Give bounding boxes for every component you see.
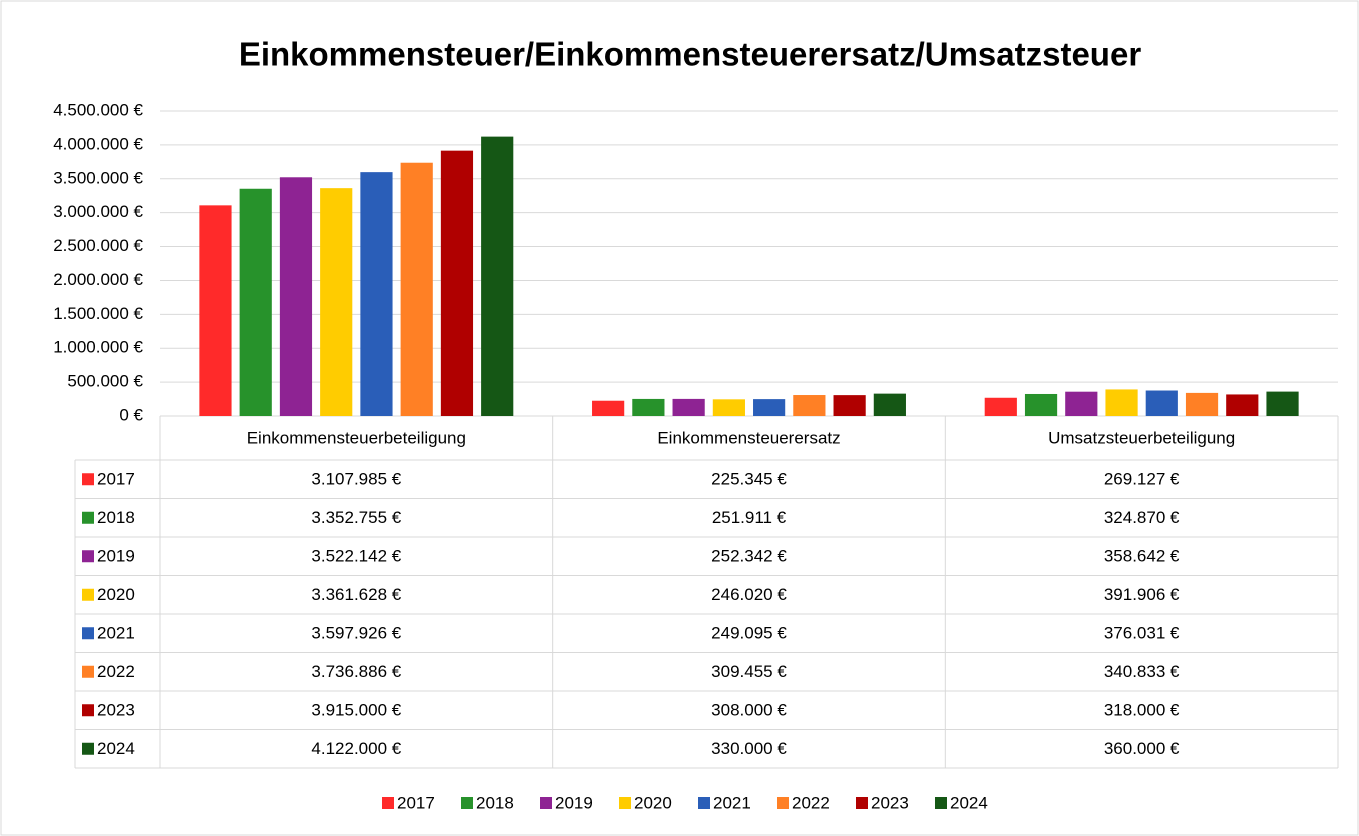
table-row-label: 2018 [97,508,135,527]
table-row-label: 2022 [97,662,135,681]
y-tick-label: 2.500.000 € [53,236,143,255]
table-legend-key [82,588,94,601]
table-cell: 246.020 € [711,585,787,604]
bar [984,397,1017,416]
legend-key [856,797,868,809]
table-cell: 4.122.000 € [311,739,401,758]
table-legend-key [82,627,94,640]
bar [199,205,232,416]
table-cell: 3.352.755 € [311,508,401,527]
bar [481,136,514,416]
table-cell: 309.455 € [711,662,787,681]
bar [1185,392,1219,416]
legend-key [540,797,552,809]
y-tick-label: 1.500.000 € [53,304,143,323]
table-cell: 376.031 € [1104,624,1180,643]
bar [1105,389,1138,416]
bar [1226,394,1259,416]
legend-label: 2021 [713,793,751,812]
table-cell: 225.345 € [711,470,787,489]
table-row-label: 2017 [97,470,135,489]
bar [320,188,353,416]
y-tick-label: 3.500.000 € [53,168,143,187]
legend-label: 2024 [950,793,988,812]
legend-key [461,797,473,809]
bar [712,399,745,416]
legend-label: 2020 [634,793,672,812]
y-tick-label: 2.000.000 € [53,270,143,289]
table-cell: 340.833 € [1104,662,1180,681]
table-cell: 324.870 € [1104,508,1180,527]
x-tick-label: Umsatzsteuerbeteiligung [1048,428,1235,447]
bar [1024,393,1058,416]
table-cell: 308.000 € [711,701,787,720]
table-row-label: 2024 [97,739,135,758]
bar [592,400,625,416]
bar [793,395,826,416]
x-tick-label: Einkommensteuerersatz [657,428,840,447]
y-tick-label: 3.000.000 € [53,202,143,221]
legend-label: 2019 [555,793,593,812]
bar [873,393,906,416]
table-legend-key [82,511,94,524]
table-cell: 3.361.628 € [311,585,401,604]
table-cell: 3.736.886 € [311,662,401,681]
x-tick-label: Einkommensteuerbeteiligung [247,428,466,447]
y-tick-label: 4.500.000 € [53,100,143,119]
legend-label: 2017 [397,793,435,812]
bar [1145,390,1178,416]
table-cell: 269.127 € [1104,470,1180,489]
table-cell: 330.000 € [711,739,787,758]
bar [440,150,474,416]
y-tick-label: 4.000.000 € [53,134,143,153]
table-legend-key [82,704,94,717]
legend-key [777,797,789,809]
legend-label: 2022 [792,793,830,812]
legend-key [382,797,394,809]
table-row-label: 2020 [97,585,135,604]
legend-key [619,797,631,809]
table-legend-key [82,742,94,755]
table-cell: 360.000 € [1104,739,1180,758]
y-tick-label: 500.000 € [67,372,143,391]
table-legend-key [82,665,94,678]
legend-key [935,797,947,809]
table-cell: 318.000 € [1104,701,1180,720]
y-tick-label: 1.000.000 € [53,338,143,357]
bar [833,395,866,416]
bar [360,172,393,416]
bar [1266,391,1299,416]
table-cell: 358.642 € [1104,547,1180,566]
bar [1065,391,1098,416]
bar [753,399,786,416]
bar [672,398,705,416]
legend-label: 2018 [476,793,514,812]
chart-title: Einkommensteuer/Einkommensteuerersatz/Um… [239,36,1141,73]
legend-label: 2023 [871,793,909,812]
table-cell: 251.911 € [712,508,787,527]
table-cell: 391.906 € [1104,585,1180,604]
y-tick-label: 0 € [119,405,143,424]
bar [632,398,665,416]
table-row-label: 2023 [97,701,135,720]
table-cell: 3.915.000 € [311,701,401,720]
table-cell: 3.597.926 € [311,624,401,643]
table-cell: 252.342 € [711,547,787,566]
table-cell: 249.095 € [711,624,787,643]
table-legend-key [82,473,94,486]
table-row-label: 2021 [97,624,135,643]
table-cell: 3.107.985 € [311,470,401,489]
bar [400,162,433,416]
bar [279,177,313,416]
table-row-label: 2019 [97,547,135,566]
table-cell: 3.522.142 € [311,547,401,566]
bar [239,188,272,416]
table-legend-key [82,550,94,563]
legend-key [698,797,710,809]
